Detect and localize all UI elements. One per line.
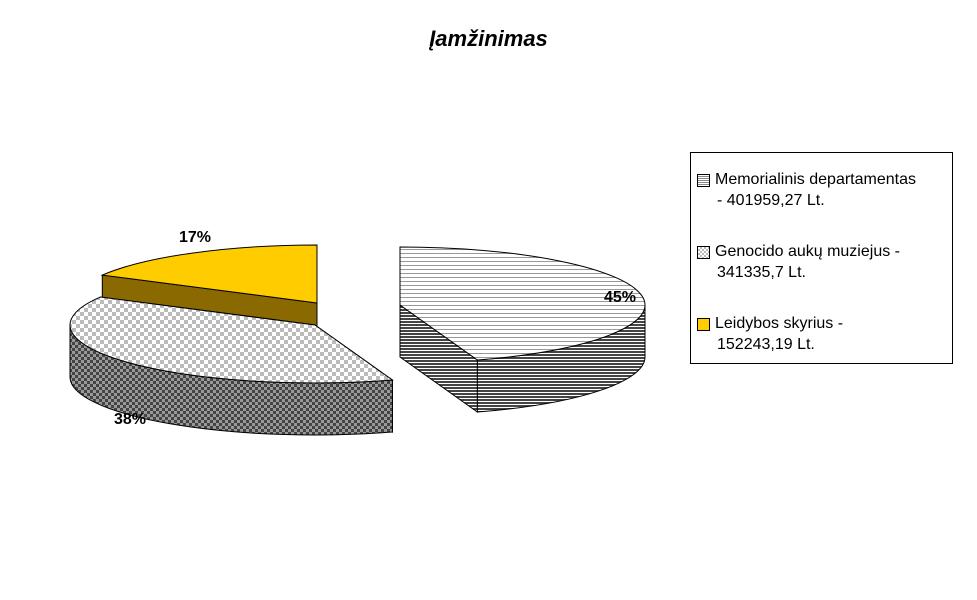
legend-swatch — [697, 318, 710, 331]
legend-swatch — [697, 174, 710, 187]
data-label-1: 45% — [604, 289, 636, 306]
legend-label-line: 152243,19 Lt. — [717, 336, 815, 353]
data-label-2: 38% — [114, 411, 146, 428]
legend-label-line: Memorialinis departamentas — [715, 171, 916, 188]
legend: Memorialinis departamentas - 401959,27 Lt… — [690, 152, 953, 364]
legend-label: Genocido aukų muziejus - 341335,7 Lt. — [715, 241, 951, 283]
slice-genocido — [69, 296, 394, 436]
slice-memorialinis — [399, 246, 646, 413]
legend-label-line: Genocido aukų muziejus - — [715, 243, 900, 260]
legend-label-line: Leidybos skyrius - — [715, 315, 844, 332]
legend-label: Memorialinis departamentas - 401959,27 Lt… — [715, 169, 951, 211]
chart-title: Įamžinimas — [429, 26, 548, 51]
legend-label: Leidybos skyrius - 152243,19 Lt. — [715, 313, 951, 355]
legend-swatch — [697, 246, 710, 259]
data-label-3: 17% — [179, 229, 211, 246]
legend-label-line: - 401959,27 Lt. — [717, 192, 825, 209]
legend-label-line: 341335,7 Lt. — [717, 264, 806, 281]
